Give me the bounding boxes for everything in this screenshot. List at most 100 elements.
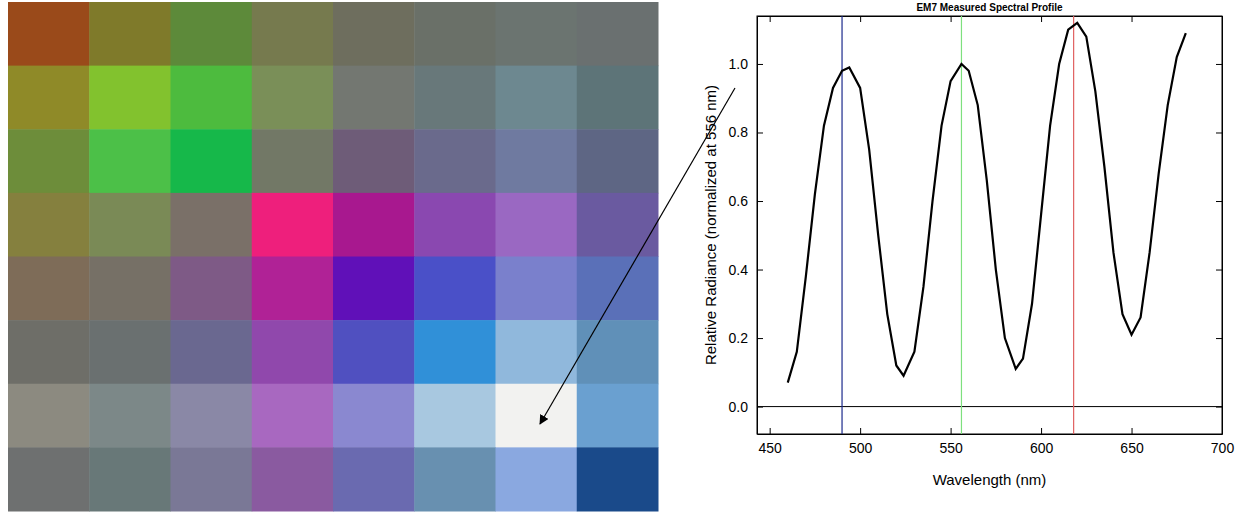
tick-label: 450 bbox=[758, 440, 782, 456]
color-patch bbox=[171, 257, 253, 321]
color-patch bbox=[414, 320, 496, 384]
color-patch bbox=[171, 384, 253, 448]
color-patch bbox=[577, 129, 659, 193]
tick-mark bbox=[770, 428, 771, 434]
x-axis-top bbox=[758, 16, 1223, 22]
tick-label: 600 bbox=[1030, 440, 1054, 456]
y-axis: 0.00.20.40.60.81.0 bbox=[729, 17, 763, 435]
tick-label: 0.4 bbox=[729, 262, 749, 278]
color-patch bbox=[333, 2, 415, 66]
tick-label: 650 bbox=[1120, 440, 1144, 456]
color-patch bbox=[8, 447, 90, 511]
color-patch bbox=[577, 193, 659, 257]
color-patch bbox=[577, 2, 659, 66]
tick-mark bbox=[757, 132, 763, 133]
tick: 550 bbox=[939, 428, 963, 456]
color-patch bbox=[171, 129, 253, 193]
color-patch bbox=[496, 66, 578, 130]
color-patch bbox=[496, 320, 578, 384]
color-patch bbox=[252, 320, 334, 384]
color-patch bbox=[577, 257, 659, 321]
color-patch bbox=[333, 257, 415, 321]
color-patch bbox=[252, 2, 334, 66]
axis-line bbox=[758, 16, 1223, 17]
color-patch bbox=[414, 129, 496, 193]
color-patch bbox=[171, 66, 253, 130]
tick bbox=[1216, 201, 1222, 202]
tick-mark bbox=[860, 16, 861, 22]
tick bbox=[1216, 270, 1222, 271]
tick: 650 bbox=[1120, 428, 1144, 456]
color-patch bbox=[496, 384, 578, 448]
tick-mark bbox=[860, 428, 861, 434]
color-patch bbox=[414, 193, 496, 257]
plot-marks bbox=[757, 16, 1222, 434]
tick: 450 bbox=[758, 428, 782, 456]
x-axis-title: Wavelength (nm) bbox=[933, 471, 1047, 488]
tick-mark bbox=[1132, 428, 1133, 434]
color-patch bbox=[577, 447, 659, 511]
color-patch bbox=[89, 193, 171, 257]
color-patch bbox=[252, 129, 334, 193]
color-patch bbox=[89, 2, 171, 66]
x-axis: 450500550600650700 bbox=[758, 428, 1235, 456]
series-line bbox=[788, 23, 1186, 383]
color-patch bbox=[333, 320, 415, 384]
reference-line bbox=[757, 406, 1222, 407]
tick-mark bbox=[1216, 201, 1222, 202]
color-patch bbox=[333, 66, 415, 130]
color-patch bbox=[414, 257, 496, 321]
color-patch bbox=[171, 2, 253, 66]
color-patch bbox=[414, 66, 496, 130]
color-patch bbox=[89, 257, 171, 321]
tick-label: 1.0 bbox=[729, 56, 749, 72]
color-patch bbox=[496, 257, 578, 321]
color-patch bbox=[577, 66, 659, 130]
axis-line bbox=[757, 17, 758, 435]
tick-label: 550 bbox=[939, 440, 963, 456]
tick: 0.2 bbox=[729, 330, 763, 346]
tick-mark bbox=[1216, 270, 1222, 271]
color-patch bbox=[496, 129, 578, 193]
tick-mark bbox=[757, 338, 763, 339]
tick bbox=[770, 16, 771, 22]
reference-line bbox=[1073, 16, 1074, 434]
tick: 0.4 bbox=[729, 262, 763, 278]
reference-line bbox=[841, 16, 842, 434]
axis-line bbox=[758, 434, 1223, 435]
tick-mark bbox=[757, 201, 763, 202]
color-patch bbox=[414, 447, 496, 511]
color-patch bbox=[333, 447, 415, 511]
color-patch bbox=[171, 193, 253, 257]
color-patch bbox=[252, 384, 334, 448]
patch-grid bbox=[8, 2, 659, 512]
color-patch bbox=[577, 320, 659, 384]
color-patch bbox=[8, 384, 90, 448]
color-patch bbox=[496, 447, 578, 511]
tick-label: 0.6 bbox=[729, 193, 749, 209]
plot-frame bbox=[757, 16, 1222, 434]
reference-line bbox=[961, 16, 962, 434]
color-patch bbox=[89, 320, 171, 384]
tick: 0.6 bbox=[729, 193, 763, 209]
tick-mark bbox=[770, 16, 771, 22]
color-patch bbox=[252, 193, 334, 257]
color-patch bbox=[171, 320, 253, 384]
color-patch bbox=[89, 129, 171, 193]
tick bbox=[1041, 16, 1042, 22]
tick bbox=[1132, 16, 1133, 22]
color-patch bbox=[333, 193, 415, 257]
tick bbox=[860, 16, 861, 22]
tick-mark bbox=[951, 428, 952, 434]
color-patch bbox=[89, 66, 171, 130]
color-patch bbox=[496, 193, 578, 257]
tick: 500 bbox=[849, 428, 873, 456]
tick-mark bbox=[1132, 16, 1133, 22]
tick bbox=[1216, 64, 1222, 65]
canvas: 4505005506006507000.00.20.40.60.81.0EM7 … bbox=[0, 0, 1246, 513]
color-patch bbox=[252, 66, 334, 130]
tick bbox=[1216, 338, 1222, 339]
axis-line bbox=[1222, 17, 1223, 435]
tick-label: 0.2 bbox=[729, 330, 749, 346]
chart-title: EM7 Measured Spectral Profile bbox=[916, 2, 1063, 13]
